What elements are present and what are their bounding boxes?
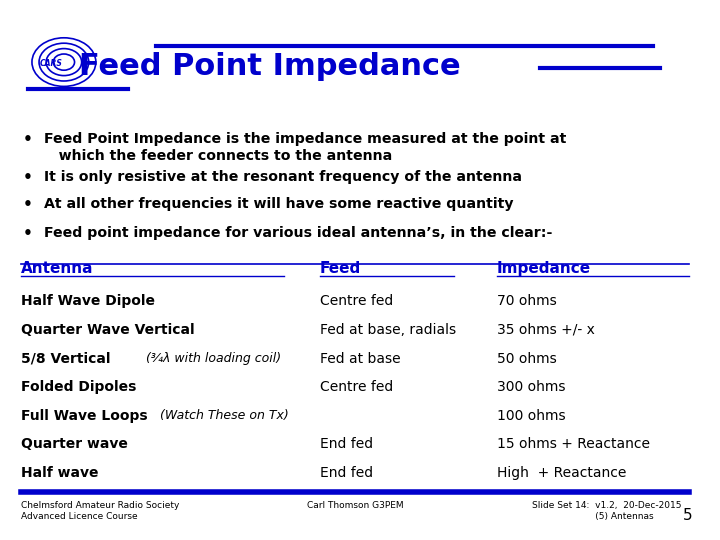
Text: 5: 5 <box>683 508 692 523</box>
Text: Half wave: Half wave <box>22 466 99 480</box>
Text: 300 ohms: 300 ohms <box>497 380 565 394</box>
Text: High  + Reactance: High + Reactance <box>497 466 626 480</box>
Text: At all other frequencies it will have some reactive quantity: At all other frequencies it will have so… <box>44 197 513 211</box>
Text: Folded Dipoles: Folded Dipoles <box>22 380 137 394</box>
Text: Centre fed: Centre fed <box>320 380 392 394</box>
Text: Fed at base: Fed at base <box>320 352 400 366</box>
Text: Slide Set 14:  v1.2,  20-Dec-2015
                      (5) Antennas: Slide Set 14: v1.2, 20-Dec-2015 (5) Ante… <box>533 501 682 521</box>
Text: Centre fed: Centre fed <box>320 294 392 308</box>
Text: Quarter Wave Vertical: Quarter Wave Vertical <box>22 323 195 337</box>
Text: 15 ohms + Reactance: 15 ohms + Reactance <box>497 437 650 451</box>
Text: 35 ohms +/- x: 35 ohms +/- x <box>497 323 595 337</box>
Text: Fed at base, radials: Fed at base, radials <box>320 323 456 337</box>
Text: Chelmsford Amateur Radio Society
Advanced Licence Course: Chelmsford Amateur Radio Society Advance… <box>22 501 180 521</box>
Text: •: • <box>23 226 32 241</box>
Text: 5/8 Vertical: 5/8 Vertical <box>22 352 116 366</box>
Text: Carl Thomson G3PEM: Carl Thomson G3PEM <box>307 501 403 510</box>
Text: •: • <box>23 132 32 147</box>
Text: Feed Point Impedance is the impedance measured at the point at
   which the feed: Feed Point Impedance is the impedance me… <box>44 132 567 163</box>
Text: Half Wave Dipole: Half Wave Dipole <box>22 294 156 308</box>
Text: Feed point impedance for various ideal antenna’s, in the clear:-: Feed point impedance for various ideal a… <box>44 226 552 240</box>
Text: 50 ohms: 50 ohms <box>497 352 557 366</box>
Text: End fed: End fed <box>320 437 373 451</box>
Text: It is only resistive at the resonant frequency of the antenna: It is only resistive at the resonant fre… <box>44 170 522 184</box>
Text: Quarter wave: Quarter wave <box>22 437 128 451</box>
Text: (Watch These on Tx): (Watch These on Tx) <box>160 409 289 422</box>
Text: CARS: CARS <box>40 59 63 68</box>
Text: Feed Point Impedance: Feed Point Impedance <box>79 52 461 82</box>
Text: (¾λ with loading coil): (¾λ with loading coil) <box>145 352 281 365</box>
Text: 70 ohms: 70 ohms <box>497 294 557 308</box>
Text: Impedance: Impedance <box>497 261 591 276</box>
Text: End fed: End fed <box>320 466 373 480</box>
Text: •: • <box>23 170 32 185</box>
Text: •: • <box>23 197 32 212</box>
Text: 100 ohms: 100 ohms <box>497 409 566 423</box>
Text: Full Wave Loops: Full Wave Loops <box>22 409 153 423</box>
Text: Antenna: Antenna <box>22 261 94 276</box>
Text: Feed: Feed <box>320 261 361 276</box>
